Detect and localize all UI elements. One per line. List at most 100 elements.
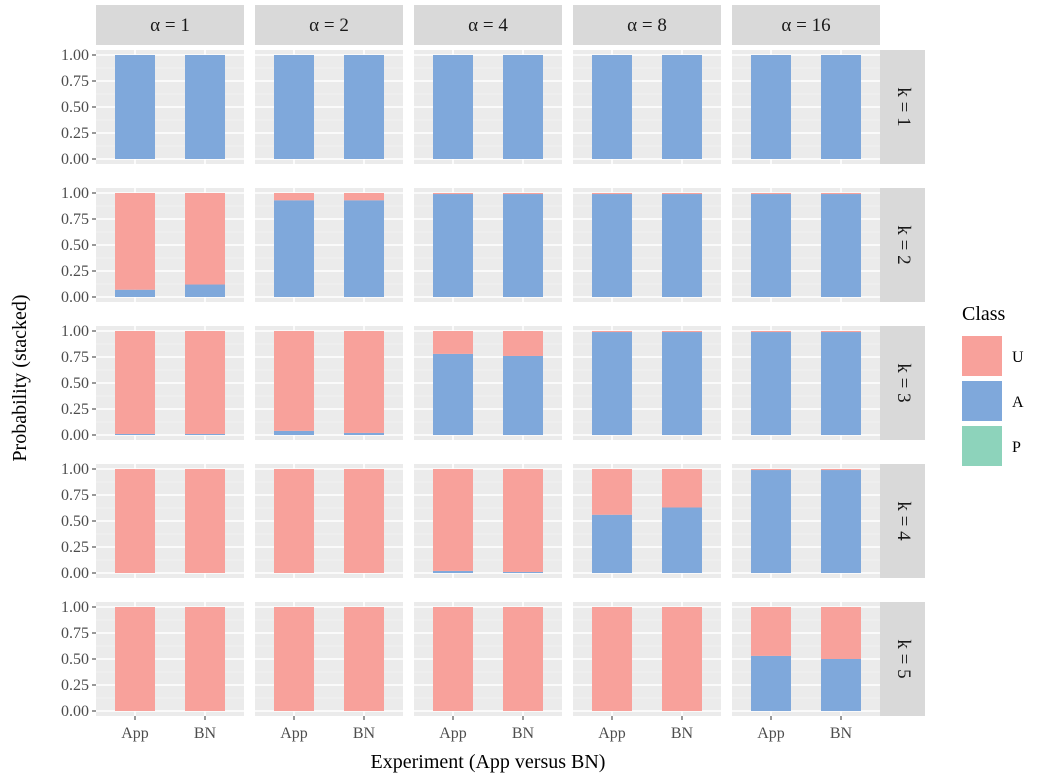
- col-strip-label-1: α = 1: [150, 15, 190, 36]
- bar-segment-U-bn: [185, 607, 225, 711]
- bar-segment-U-app: [115, 607, 155, 711]
- col-strip-label-4: α = 8: [627, 15, 667, 36]
- bar-segment-A-bn: [662, 194, 702, 297]
- bar-segment-U-bn: [503, 607, 543, 711]
- bar-segment-A-bn: [821, 194, 861, 297]
- panel-r2-c4: [573, 188, 721, 302]
- y-tick-label: 0.50: [61, 237, 89, 254]
- panel-r2-c3: [414, 188, 562, 302]
- x-tick-label: App: [121, 725, 149, 742]
- bar-segment-U-bn: [821, 193, 861, 195]
- y-tick-label: 0.00: [61, 703, 89, 720]
- y-tick-label: 1.00: [61, 461, 89, 478]
- x-tick-label: BN: [512, 725, 535, 742]
- bar-segment-A-app: [274, 55, 314, 159]
- y-tick-label: 0.00: [61, 427, 89, 444]
- x-tick-label: App: [280, 725, 308, 742]
- bar-segment-U-app: [115, 193, 155, 290]
- y-tick-label: 0.50: [61, 99, 89, 116]
- bar-segment-A-app: [751, 194, 791, 297]
- bar-segment-U-bn: [503, 469, 543, 572]
- bar-segment-U-app: [115, 469, 155, 573]
- col-strip-label-5: α = 16: [781, 15, 830, 36]
- panel-r3-c5: [732, 326, 880, 440]
- legend-key-u: [962, 336, 1002, 376]
- panel-r4-c1: [96, 464, 244, 578]
- bar-segment-U-app: [115, 331, 155, 434]
- row-strip-2: [880, 188, 925, 302]
- panel-r3-c4: [573, 326, 721, 440]
- bar-segment-U-bn: [503, 331, 543, 356]
- bar-segment-U-bn: [185, 193, 225, 285]
- panel-r3-c2: [255, 326, 403, 440]
- col-strip-5: [732, 5, 880, 45]
- panels-layer: α = 1 α = 2 α = 4 α = 8 α = 16 k = 1 k = 2 k = …: [96, 5, 925, 716]
- panel-r5-c5: [732, 602, 880, 716]
- bar-segment-A-app: [592, 514, 632, 573]
- bar-segment-A-bn: [821, 659, 861, 711]
- bar-segment-U-app: [274, 469, 314, 573]
- y-axis-title: Probability (stacked): [9, 294, 31, 461]
- bar-segment-A-bn: [503, 571, 543, 573]
- panel-r2-c5: [732, 188, 880, 302]
- row-strip-5: [880, 602, 925, 716]
- bar-segment-A-bn: [344, 200, 384, 297]
- bar-segment-A-bn: [344, 432, 384, 435]
- bar-segment-U-app: [592, 607, 632, 711]
- legend-title: Class: [962, 303, 1006, 325]
- y-tick-label: 0.00: [61, 151, 89, 168]
- col-strip-2: [255, 5, 403, 45]
- y-tick-label: 0.75: [61, 487, 89, 504]
- panel-r1-c4: [573, 50, 721, 164]
- bar-segment-A-app: [433, 570, 473, 573]
- y-tick-label: 0.25: [61, 401, 89, 418]
- y-tick-label: 1.00: [61, 323, 89, 340]
- y-tick-label: 0.00: [61, 565, 89, 582]
- bar-segment-A-app: [433, 55, 473, 159]
- panel-r2-c1: [96, 188, 244, 302]
- y-tick-label: 0.00: [61, 289, 89, 306]
- bar-segment-A-app: [751, 332, 791, 435]
- bar-segment-A-bn: [821, 55, 861, 159]
- bar-segment-A-bn: [662, 55, 702, 159]
- bar-segment-U-bn: [821, 607, 861, 659]
- panel-r1-c5: [732, 50, 880, 164]
- bar-segment-A-app: [592, 55, 632, 159]
- bar-segment-A-bn: [662, 507, 702, 573]
- col-strip-label-2: α = 2: [309, 15, 349, 36]
- bar-segment-U-app: [751, 607, 791, 656]
- panel-r5-c2: [255, 602, 403, 716]
- panel-r1-c1: [96, 50, 244, 164]
- bar-segment-A-app: [115, 433, 155, 435]
- bar-segment-U-bn: [662, 607, 702, 711]
- row-strip-1: [880, 50, 925, 164]
- row-strip-label-3: k = 3: [893, 363, 914, 402]
- y-tick-label: 0.25: [61, 677, 89, 694]
- y-tick-label: 0.75: [61, 211, 89, 228]
- bar-segment-U-bn: [185, 469, 225, 573]
- y-tick-label: 0.50: [61, 375, 89, 392]
- col-strip-label-3: α = 4: [468, 15, 508, 36]
- panel-r4-c5: [732, 464, 880, 578]
- bar-segment-A-app: [274, 430, 314, 435]
- bar-segment-U-app: [592, 193, 632, 195]
- bar-segment-U-app: [592, 331, 632, 333]
- bar-segment-A-app: [115, 55, 155, 159]
- bar-segment-U-bn: [344, 469, 384, 573]
- bar-segment-U-bn: [344, 607, 384, 711]
- y-tick-label: 0.25: [61, 263, 89, 280]
- row-strip-label-5: k = 5: [893, 639, 914, 678]
- bar-segment-A-bn: [503, 355, 543, 435]
- bar-segment-U-app: [751, 193, 791, 195]
- legend-key-a: [962, 381, 1002, 421]
- bar-segment-U-app: [592, 469, 632, 515]
- bar-segment-U-bn: [185, 331, 225, 434]
- bar-segment-U-bn: [821, 331, 861, 333]
- bar-segment-A-app: [115, 289, 155, 297]
- bar-segment-A-bn: [662, 332, 702, 435]
- bar-segment-U-bn: [503, 193, 543, 195]
- panel-r1-c3: [414, 50, 562, 164]
- bar-segment-U-bn: [662, 469, 702, 508]
- legend-label-u: U: [1012, 349, 1024, 366]
